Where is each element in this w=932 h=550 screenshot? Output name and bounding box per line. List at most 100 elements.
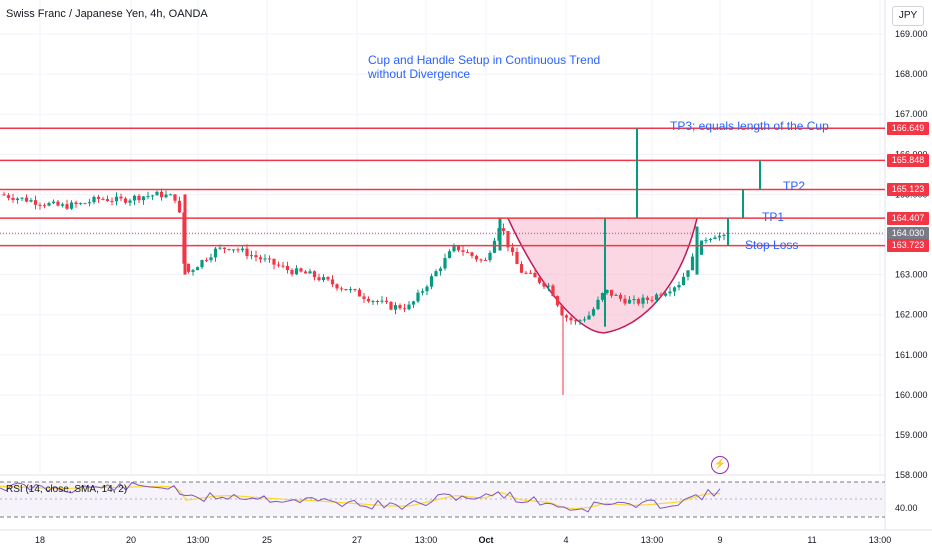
candle-body — [222, 247, 227, 250]
candle-body — [38, 204, 42, 206]
price-tag: 164.030 — [887, 226, 929, 240]
candle-body — [245, 248, 249, 257]
time-tick: 13:00 — [641, 535, 664, 545]
candle-body — [447, 251, 452, 259]
candle-body — [398, 305, 402, 309]
candle-body — [596, 299, 600, 310]
candle-body — [276, 264, 281, 266]
candle-body — [537, 277, 542, 283]
candle-body — [668, 291, 672, 294]
candle-body — [515, 251, 519, 265]
candle-body — [339, 288, 344, 290]
candle-body — [663, 293, 668, 296]
candle-body — [402, 308, 407, 310]
candle-body — [105, 199, 110, 202]
candle-body — [141, 196, 146, 201]
candle-body — [366, 298, 371, 302]
candle-body — [348, 289, 353, 291]
candle-body — [438, 268, 443, 272]
candle-body — [42, 205, 47, 207]
candle-body — [263, 258, 267, 260]
time-tick: 18 — [35, 535, 45, 545]
candle-body — [227, 249, 231, 251]
candlestick-series — [2, 188, 726, 395]
candle-body — [488, 252, 492, 261]
candle-body — [704, 240, 708, 242]
time-tick: 25 — [262, 535, 272, 545]
candle-body — [524, 272, 528, 274]
candle-body — [29, 200, 33, 202]
candle-body — [479, 259, 483, 261]
candle-body — [492, 240, 497, 253]
candle-body — [519, 264, 524, 273]
candle-body — [434, 271, 438, 277]
candle-body — [209, 257, 213, 261]
candle-body — [393, 305, 398, 310]
candle-body — [78, 203, 83, 205]
price-tag: 164.407 — [887, 211, 929, 225]
candle-body — [645, 297, 650, 300]
time-tick: 13:00 — [415, 535, 438, 545]
candle-body — [461, 250, 465, 252]
setup-title: Cup and Handle Setup in Continuous Trend… — [368, 53, 600, 81]
candle-body — [533, 272, 537, 278]
candle-body — [299, 268, 303, 272]
cup-outline — [507, 217, 698, 334]
candle-body — [632, 299, 636, 301]
candle-body — [614, 294, 618, 296]
candle-body — [272, 258, 276, 265]
candle-body — [11, 197, 15, 201]
candle-body — [353, 289, 357, 291]
candle-body — [24, 197, 29, 202]
candle-body — [155, 191, 159, 196]
candle-body — [722, 234, 726, 236]
candle-body — [249, 255, 254, 257]
candle-body — [609, 289, 614, 296]
candle-body — [267, 258, 272, 260]
candle-body — [699, 240, 704, 255]
setup-title-line1: Cup and Handle Setup in Continuous Trend — [368, 53, 601, 67]
candle-body — [542, 282, 546, 287]
price-tag: 165.123 — [887, 182, 929, 196]
candle-body — [510, 247, 515, 252]
candle-body — [344, 289, 348, 291]
lightning-icon[interactable]: ⚡ — [711, 456, 729, 474]
price-tick: 158.000 — [895, 470, 928, 480]
candle-body — [389, 302, 393, 310]
candle-body — [308, 271, 312, 274]
candle-body — [69, 202, 74, 209]
candle-body — [101, 198, 105, 200]
candle-body — [56, 201, 60, 206]
candle-body — [573, 320, 578, 322]
rsi-indicator-label[interactable]: RSI (14, close, SMA, 14, 2) — [6, 484, 128, 495]
candle-body — [690, 256, 695, 271]
price-tick: 160.000 — [895, 390, 928, 400]
time-tick: 4 — [563, 535, 568, 545]
candle-body — [137, 195, 141, 201]
candle-body — [74, 202, 78, 205]
candle-body — [150, 195, 155, 197]
candle-body — [672, 287, 677, 292]
candle-body — [294, 268, 299, 275]
candle-body — [128, 200, 132, 203]
candle-body — [258, 257, 263, 260]
candle-body — [623, 298, 627, 304]
candle-body — [591, 309, 596, 316]
setup-title-line2: without Divergence — [368, 67, 471, 81]
price-tick: 169.000 — [895, 29, 928, 39]
candle-body — [371, 300, 375, 302]
candle-body — [96, 196, 101, 199]
time-tick: 27 — [352, 535, 362, 545]
candle-body — [195, 267, 200, 271]
rsi-pane: 40.00 — [0, 481, 918, 518]
candle-body — [321, 277, 326, 281]
time-tick: 13:00 — [869, 535, 892, 545]
grid-lines — [0, 0, 885, 475]
candle-body — [713, 237, 717, 240]
currency-button[interactable]: JPY — [892, 6, 924, 26]
candle-body — [290, 269, 294, 275]
candle-body — [164, 194, 168, 198]
candle-body — [429, 276, 434, 287]
candle-body — [254, 255, 258, 258]
